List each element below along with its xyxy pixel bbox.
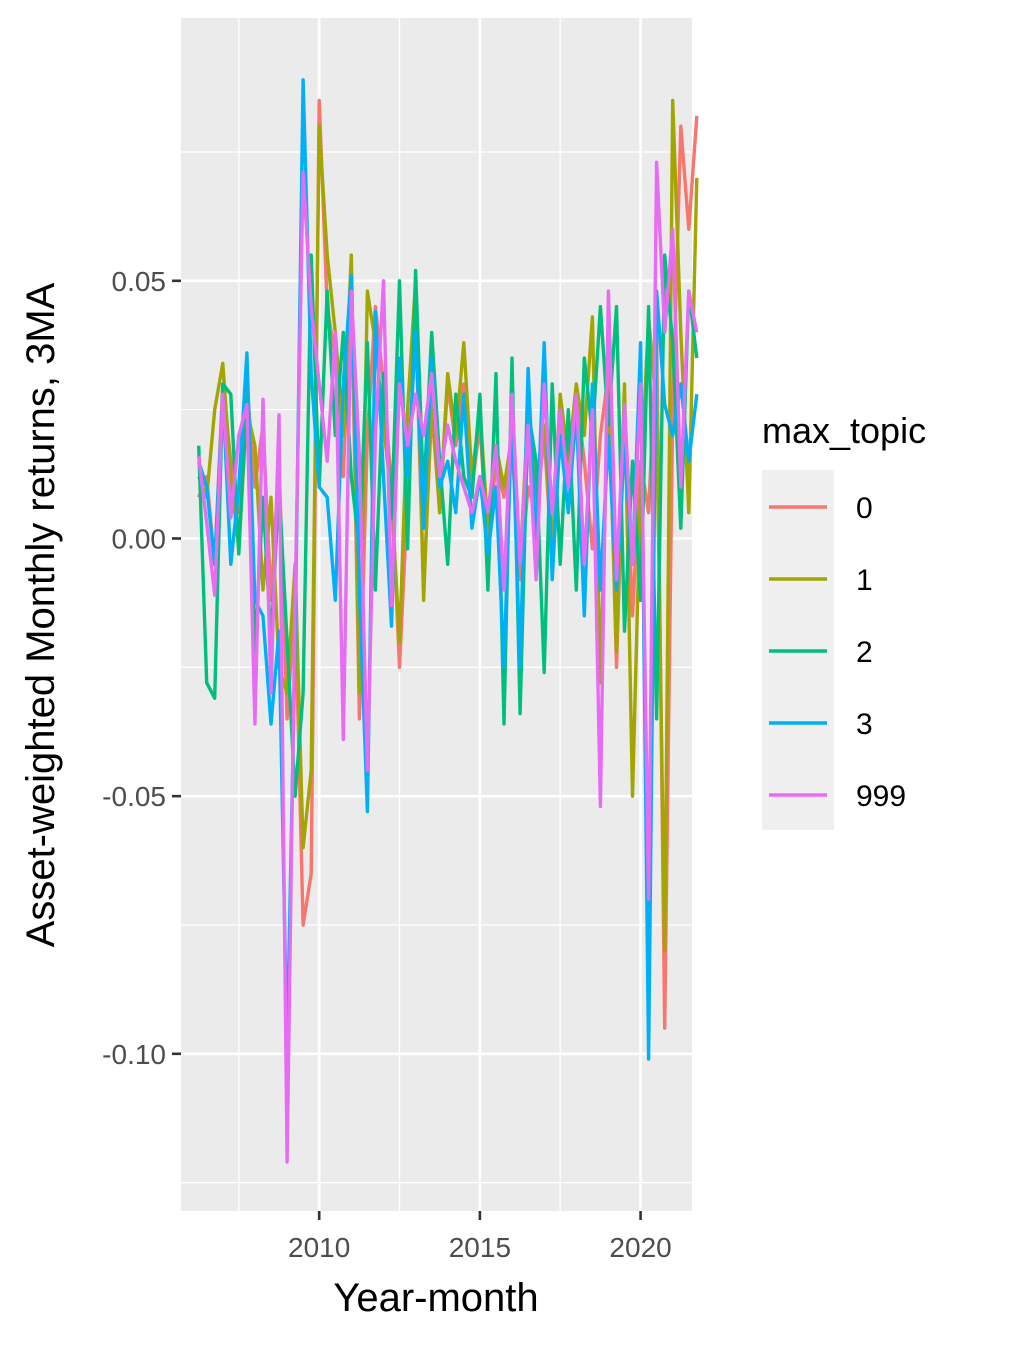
y-axis-title: Asset-weighted Monthly returns, 3MA — [19, 282, 63, 947]
plot-panel — [181, 18, 692, 1211]
legend-label-3: 3 — [856, 708, 873, 741]
x-tick-label: 2020 — [609, 1232, 671, 1263]
x-tick-label: 2010 — [288, 1232, 350, 1263]
x-axis-title: Year-month — [333, 1276, 538, 1320]
series-layer — [197, 78, 699, 1164]
legend-label-999: 999 — [856, 780, 906, 813]
legend: max_topic 0 1 2 3 999 — [762, 410, 926, 830]
legend-label-1: 1 — [856, 564, 873, 597]
x-axis: 2010 2015 2020 — [288, 1211, 672, 1263]
y-tick-label: 0.00 — [112, 523, 167, 554]
legend-label-2: 2 — [856, 636, 873, 669]
x-tick-label: 2015 — [449, 1232, 511, 1263]
y-axis: 0.05 0.00 -0.05 -0.10 — [102, 266, 181, 1070]
y-tick-label: -0.05 — [102, 781, 166, 812]
legend-title: max_topic — [762, 410, 926, 451]
series-line-999 — [197, 160, 699, 1164]
legend-label-0: 0 — [856, 492, 873, 525]
y-tick-label: 0.05 — [112, 266, 167, 297]
y-tick-label: -0.10 — [102, 1039, 166, 1070]
